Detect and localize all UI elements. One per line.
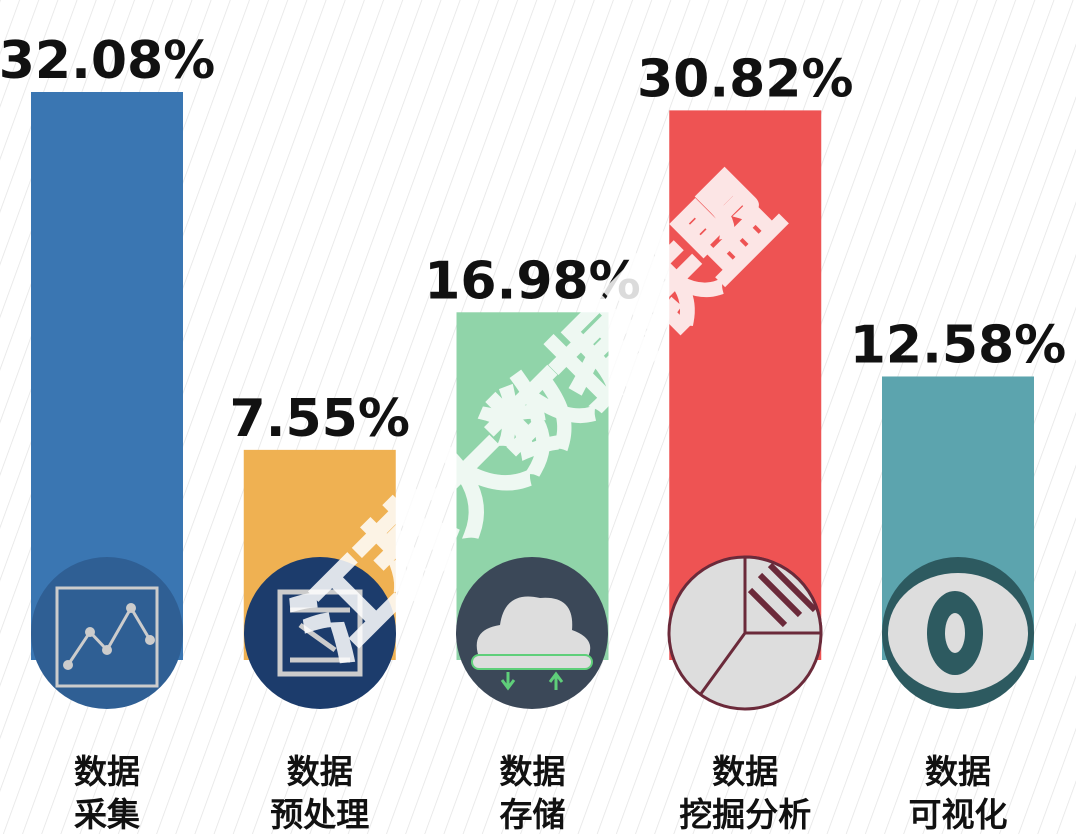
category-label: 数据 存储 — [499, 752, 566, 834]
category-label: 数据 可视化 — [908, 752, 1008, 834]
icons — [31, 555, 1034, 711]
value-label: 12.58% — [850, 315, 1067, 375]
category-label: 数据 采集 — [74, 752, 140, 834]
value-label: 7.55% — [230, 389, 410, 449]
category-label: 数据 预处理 — [270, 752, 370, 834]
value-label: 16.98% — [424, 251, 641, 311]
category-label: 数据 挖掘分析 — [679, 752, 812, 834]
value-label: 32.08% — [0, 31, 215, 91]
value-label: 30.82% — [637, 49, 854, 109]
